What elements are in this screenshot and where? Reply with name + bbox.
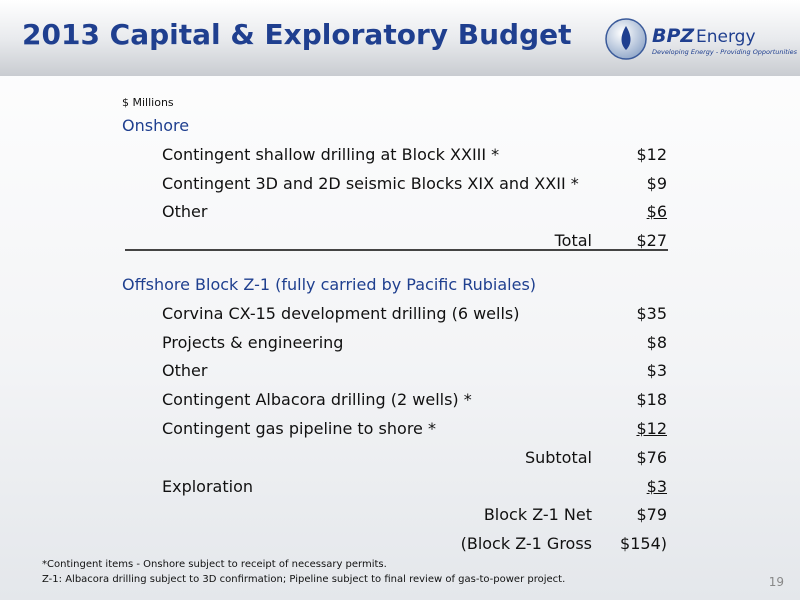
row-amount: $3 xyxy=(646,361,667,381)
row-amount: $12 xyxy=(636,144,667,164)
total-label: (Block Z-1 Gross xyxy=(460,534,592,554)
section-heading: Offshore Block Z-1 (fully carried by Pac… xyxy=(122,275,537,294)
logo-tagline: Developing Energy - Providing Opportunit… xyxy=(652,48,798,56)
row-amount: $12 xyxy=(636,419,667,438)
row-label: Contingent Albacora drilling (2 wells) * xyxy=(162,390,472,410)
slide-title: 2013 Capital & Exploratory Budget xyxy=(22,18,572,51)
unit-note: $ Millions xyxy=(122,96,174,109)
logo: BPZ Energy Developing Energy - Providing… xyxy=(605,18,798,60)
section-rule xyxy=(125,249,668,251)
row-label: Contingent gas pipeline to shore * xyxy=(162,419,436,438)
row-amount: $154) xyxy=(620,534,667,554)
total-label: Subtotal xyxy=(524,447,592,467)
row-label: Contingent shallow drilling at Block XXI… xyxy=(162,144,500,164)
section-heading: Onshore xyxy=(122,116,190,135)
total-label: Total xyxy=(554,231,592,251)
row-label: Other xyxy=(162,361,208,381)
row-amount: $3 xyxy=(646,476,667,496)
page-number: 19 xyxy=(768,575,784,589)
row-label: Projects & engineering xyxy=(162,332,344,352)
total-label: Block Z-1 Net xyxy=(483,505,592,525)
row-label: Corvina CX-15 development drilling (6 we… xyxy=(162,303,520,323)
row-amount: $27 xyxy=(636,231,667,251)
header-band xyxy=(0,0,800,76)
logo-brand-suffix: Energy xyxy=(696,27,756,47)
row-amount: $9 xyxy=(646,173,667,193)
row-label: Contingent 3D and 2D seismic Blocks XIX … xyxy=(162,173,579,193)
row-amount: $6 xyxy=(646,202,667,222)
row-label: Other xyxy=(162,202,208,222)
footnote: *Contingent items - Onshore subject to r… xyxy=(42,559,387,570)
logo-drop xyxy=(621,26,631,50)
row-amount: $18 xyxy=(636,390,667,410)
row-amount: $76 xyxy=(636,447,667,467)
footnote: Z-1: Albacora drilling subject to 3D con… xyxy=(42,574,566,585)
row-amount: $79 xyxy=(636,505,667,525)
row-amount: $35 xyxy=(636,303,667,323)
logo-brand: BPZ xyxy=(652,25,695,47)
row-amount: $8 xyxy=(646,332,667,352)
row-label: Exploration xyxy=(162,476,253,496)
